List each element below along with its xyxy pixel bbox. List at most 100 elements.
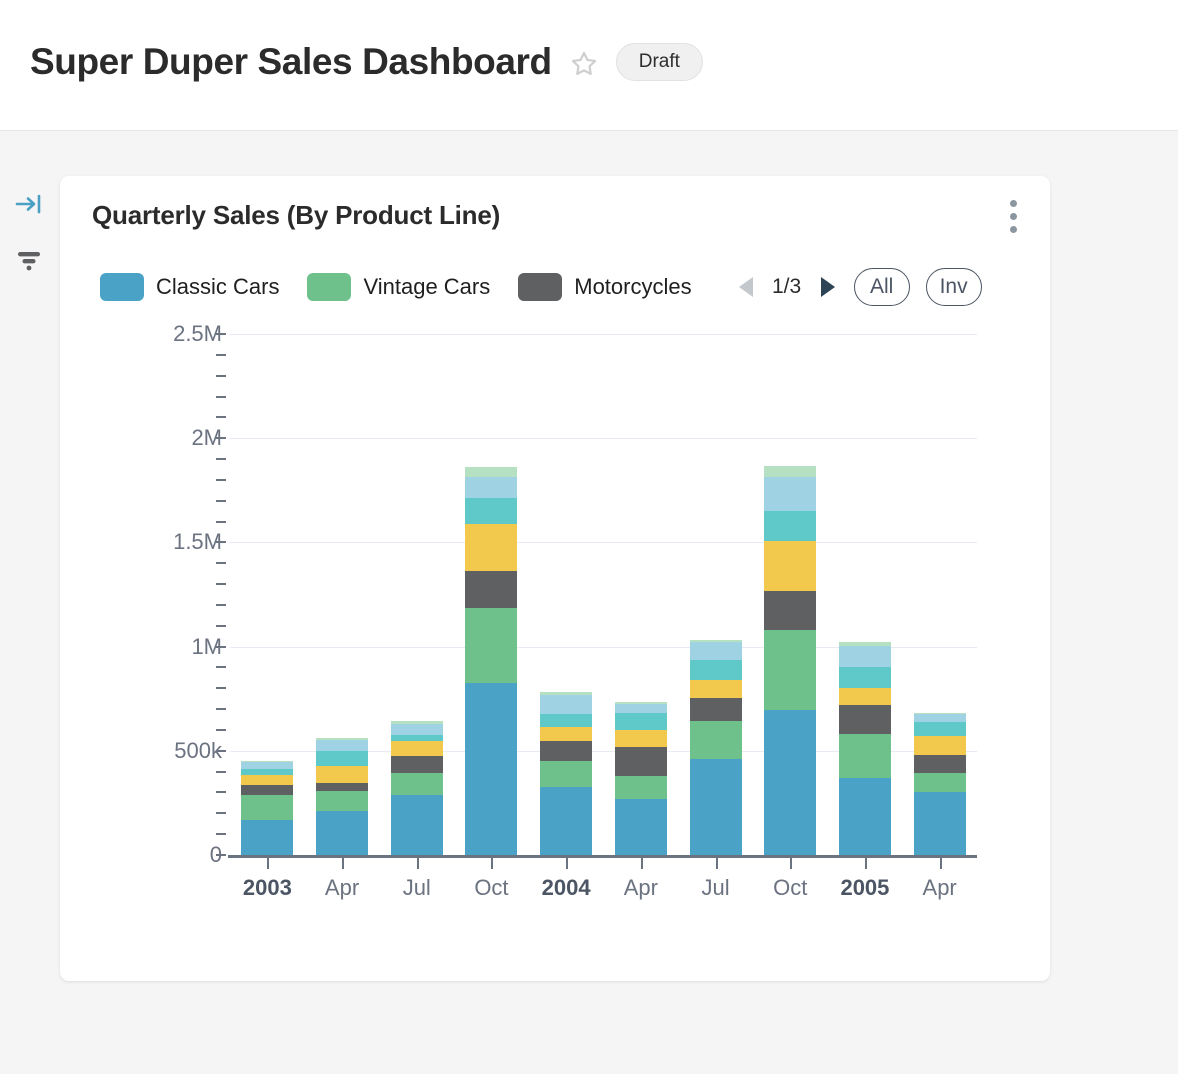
bar-segment[interactable]	[241, 775, 294, 786]
bar-segment[interactable]	[838, 641, 891, 646]
bar-segment[interactable]	[764, 476, 817, 512]
bar-segment[interactable]	[540, 695, 593, 714]
bar-segment[interactable]	[241, 794, 294, 820]
y-axis-minor-tick	[216, 728, 226, 731]
x-axis-tick-label: Oct	[474, 875, 509, 900]
bar-segment[interactable]	[390, 756, 443, 774]
select-all-button[interactable]: All	[853, 268, 910, 306]
bar-segment[interactable]	[465, 524, 518, 571]
bar-segment[interactable]	[241, 760, 294, 763]
bar-segment[interactable]	[316, 737, 369, 740]
stacked-bar[interactable]	[316, 737, 369, 855]
bar-segment[interactable]	[390, 734, 443, 742]
bar-segment[interactable]	[390, 723, 443, 735]
y-axis-major-tick	[216, 333, 226, 335]
bar-segment[interactable]	[764, 541, 817, 592]
bar-segment[interactable]	[465, 477, 518, 499]
bar-segment[interactable]	[913, 772, 966, 793]
bar-segment[interactable]	[764, 465, 817, 477]
bar-segment[interactable]	[913, 714, 966, 722]
bar-segment[interactable]	[689, 642, 742, 661]
bar-segment[interactable]	[614, 775, 667, 800]
bar-segment[interactable]	[614, 703, 667, 713]
stacked-bar[interactable]	[913, 712, 966, 855]
x-axis-tick	[864, 858, 867, 869]
bar-segment[interactable]	[465, 608, 518, 684]
filter-button[interactable]	[12, 243, 46, 277]
bar-segment[interactable]	[764, 511, 817, 542]
star-outline-icon[interactable]	[570, 50, 598, 78]
bar-segment[interactable]	[614, 730, 667, 747]
bar-segment[interactable]	[838, 645, 891, 668]
bar-segment[interactable]	[913, 754, 966, 773]
stacked-bar[interactable]	[465, 467, 518, 855]
bar-segment[interactable]	[614, 746, 667, 776]
bar-segment[interactable]	[838, 734, 891, 778]
bar-segment[interactable]	[540, 787, 593, 855]
bar-segment[interactable]	[316, 751, 369, 766]
kebab-menu-icon[interactable]	[1000, 199, 1026, 233]
legend-item[interactable]: Vintage Cars	[307, 273, 490, 301]
bar-segment[interactable]	[316, 782, 369, 792]
bar-segment[interactable]	[838, 667, 891, 689]
bar-segment[interactable]	[689, 758, 742, 855]
stacked-bar[interactable]	[689, 639, 742, 855]
bar-segment[interactable]	[540, 740, 593, 761]
bar-segment[interactable]	[913, 792, 966, 855]
bar-segment[interactable]	[614, 799, 667, 855]
bar-segment[interactable]	[465, 570, 518, 609]
bar-segment[interactable]	[465, 467, 518, 478]
stacked-bar[interactable]	[764, 465, 817, 855]
bar-segment[interactable]	[689, 698, 742, 722]
status-badge[interactable]: Draft	[615, 43, 703, 81]
bar-segment[interactable]	[689, 660, 742, 680]
bar-segment[interactable]	[913, 712, 966, 715]
stacked-bar[interactable]	[390, 721, 443, 855]
bar-segment[interactable]	[540, 760, 593, 788]
bar-segment[interactable]	[390, 773, 443, 795]
y-axis-tick-label: 2.5M	[173, 321, 222, 346]
bar-segment[interactable]	[838, 704, 891, 735]
bar-segment[interactable]	[316, 765, 369, 783]
bar-segment[interactable]	[316, 739, 369, 752]
bar-segment[interactable]	[838, 777, 891, 855]
invert-selection-button[interactable]: Inv	[925, 268, 982, 306]
bar-segment[interactable]	[689, 679, 742, 699]
bar-segment[interactable]	[614, 702, 667, 704]
legend-swatch	[100, 273, 144, 301]
expand-panel-button[interactable]	[12, 187, 46, 221]
bar-segment[interactable]	[764, 591, 817, 630]
bar-segment[interactable]	[689, 639, 742, 643]
bar-segment[interactable]	[689, 721, 742, 759]
bar-segment[interactable]	[764, 629, 817, 711]
bar-segment[interactable]	[913, 721, 966, 737]
stacked-bar[interactable]	[614, 702, 667, 855]
bar-segment[interactable]	[390, 741, 443, 757]
legend-item[interactable]: Classic Cars	[100, 273, 279, 301]
y-axis-minor-tick	[216, 353, 226, 356]
bar-segment[interactable]	[764, 710, 817, 855]
stacked-bar[interactable]	[241, 760, 294, 855]
bar-segment[interactable]	[316, 810, 369, 855]
bar-segment[interactable]	[614, 712, 667, 731]
bar-segment[interactable]	[241, 762, 294, 769]
bar-segment[interactable]	[465, 683, 518, 855]
stacked-bar[interactable]	[838, 641, 891, 855]
triangle-left-icon[interactable]	[736, 274, 758, 300]
triangle-right-icon[interactable]	[816, 274, 838, 300]
bar-segment[interactable]	[540, 692, 593, 696]
bar-segment[interactable]	[540, 713, 593, 727]
legend-item[interactable]: Motorcycles	[518, 273, 692, 301]
bar-segment[interactable]	[913, 736, 966, 755]
bar-segment[interactable]	[316, 791, 369, 811]
stacked-bar[interactable]	[540, 692, 593, 855]
bar-segment[interactable]	[540, 726, 593, 741]
bar-segment[interactable]	[465, 498, 518, 525]
bar-segment[interactable]	[390, 794, 443, 855]
bar-segment[interactable]	[241, 785, 294, 795]
bar-segment[interactable]	[390, 721, 443, 724]
bar-segment[interactable]	[838, 688, 891, 705]
bar-segment[interactable]	[241, 820, 294, 855]
bar-segment[interactable]	[241, 768, 294, 776]
x-axis-tick-label: Apr	[623, 875, 658, 900]
